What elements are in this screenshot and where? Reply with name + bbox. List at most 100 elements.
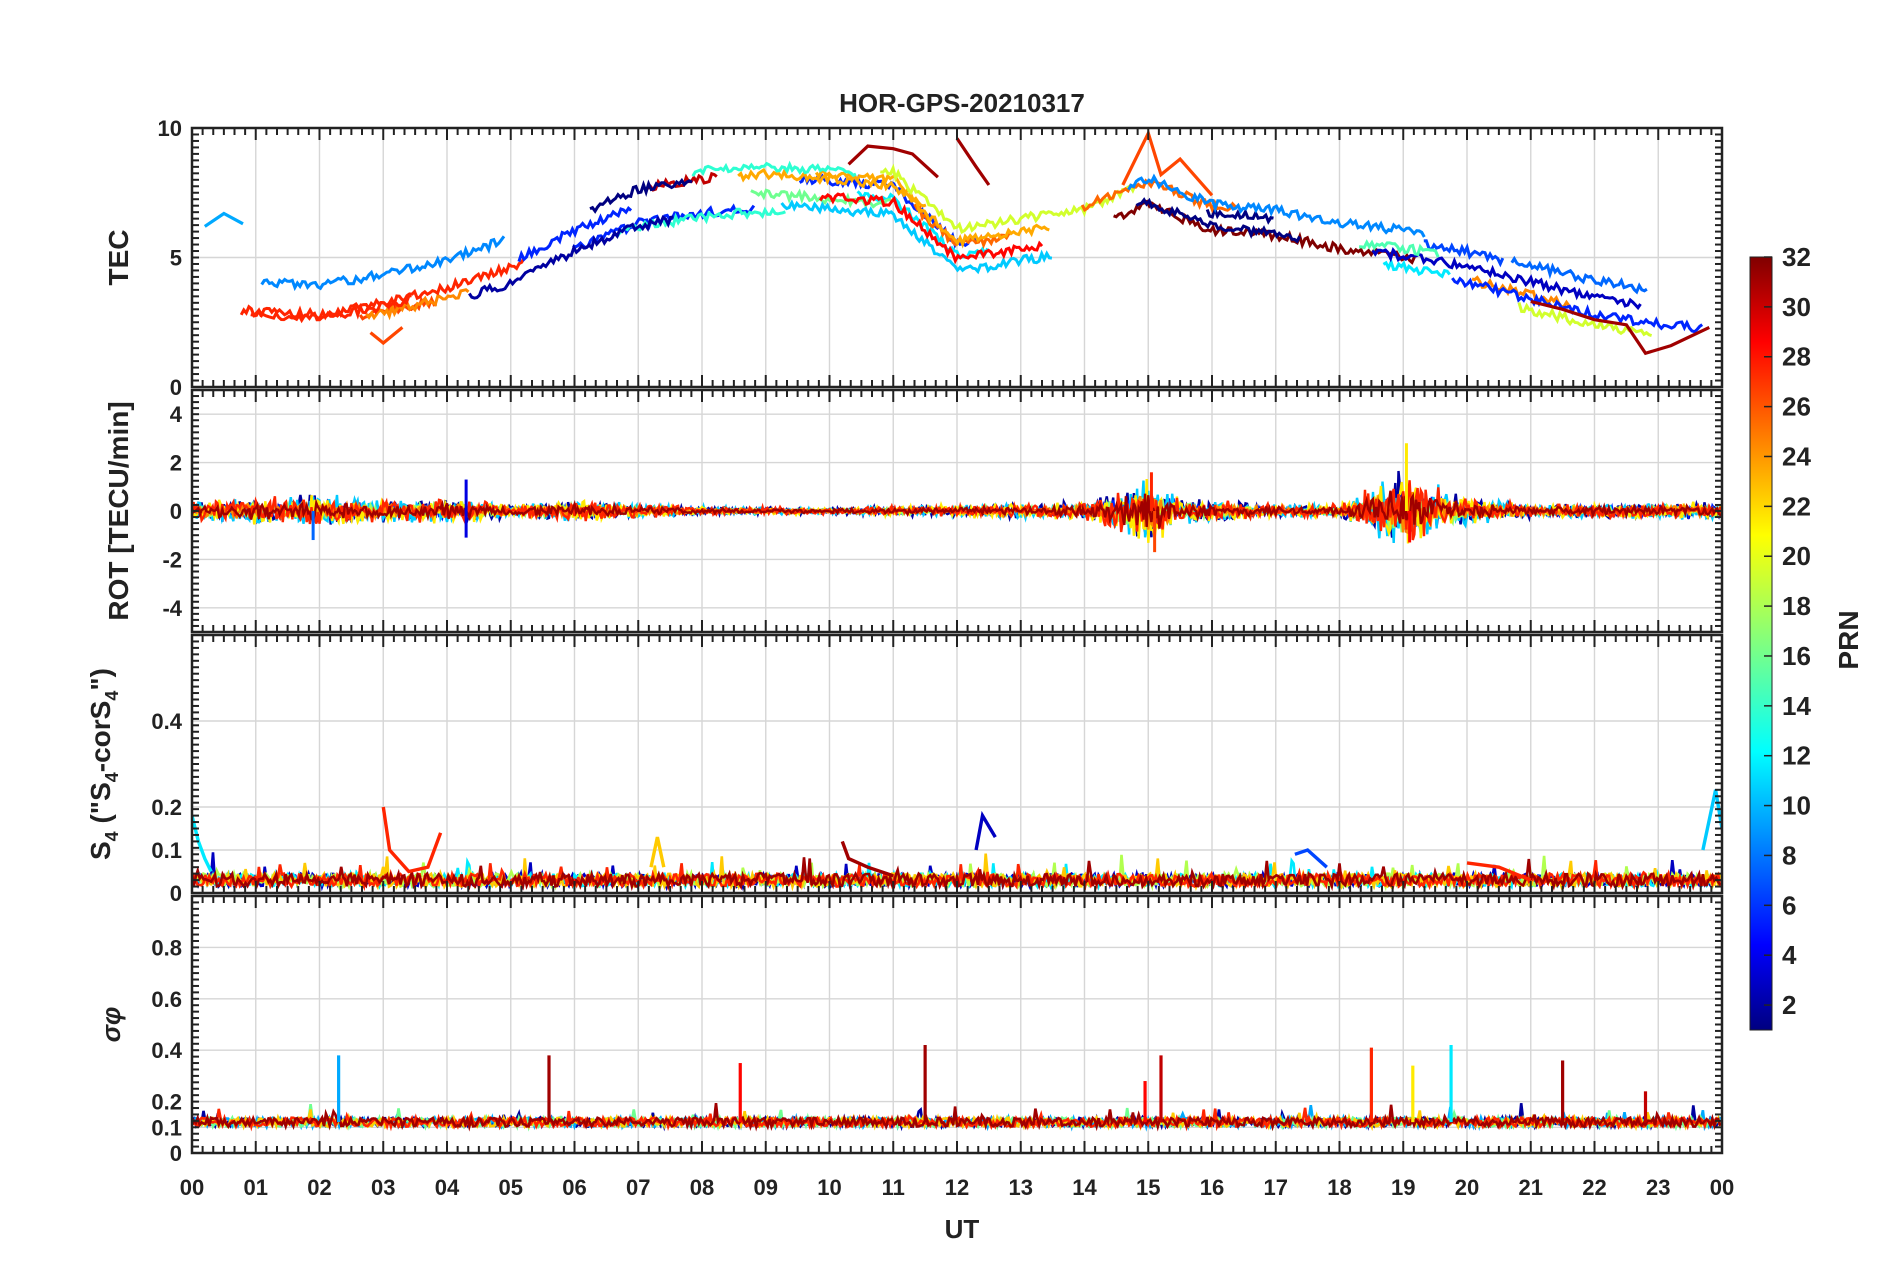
- colorbar-tick-label: 8: [1782, 840, 1796, 870]
- y-tick-label: 0.6: [151, 987, 182, 1012]
- panel-4: 00.10.2 0.4 0.6 0.8 σφ: [96, 894, 1724, 1166]
- y-axis-label: TEC: [103, 230, 134, 286]
- y-tick-label: 2: [170, 451, 182, 476]
- y-tick-label: 4: [170, 402, 183, 427]
- x-tick-label: 10: [817, 1175, 841, 1200]
- y-tick-label: 0: [170, 499, 182, 524]
- x-tick-label: 00: [180, 1175, 204, 1200]
- s4-event: [974, 810, 997, 851]
- tec-arc-highlight: [1530, 299, 1710, 356]
- y-tick-label: 0: [170, 1141, 182, 1166]
- y-tick-label: -2: [162, 547, 182, 572]
- x-axis-label: UT: [945, 1214, 980, 1244]
- x-tick-label: 13: [1009, 1175, 1033, 1200]
- colorbar-tick-label: 2: [1782, 990, 1796, 1020]
- colorbar-tick-label: 12: [1782, 741, 1811, 771]
- y-tick-label: 10: [158, 116, 182, 141]
- y-tick-label: 0: [170, 881, 182, 906]
- x-tick-label: 02: [307, 1175, 331, 1200]
- tec-arc-prn: [780, 199, 1053, 275]
- colorbar-tick-label: 26: [1782, 392, 1811, 422]
- x-tick-label: 20: [1455, 1175, 1479, 1200]
- tec-arc-prn: [260, 235, 506, 292]
- tec-arc-prn: [1382, 257, 1451, 279]
- x-tick-label: 11: [882, 1175, 905, 1200]
- x-tick-labels: 00 01 02 03 04 05 06 07 08 09 10 11 12 13 14 15 16 17 18 19…: [180, 1175, 1734, 1200]
- x-tick-label: 05: [499, 1175, 523, 1200]
- tec-arc-prn: [589, 177, 693, 214]
- x-tick-label: 09: [754, 1175, 778, 1200]
- tec-arc-highlight: [369, 326, 404, 346]
- x-tick-label: 15: [1136, 1175, 1160, 1200]
- data-traces: [192, 1045, 1722, 1132]
- colorbar-gradient: [1749, 256, 1773, 1031]
- tec-arc-prn: [737, 167, 1050, 249]
- tec-arc-prn: [1135, 197, 1301, 244]
- tick-marks: [191, 127, 1723, 388]
- x-tick-label: 03: [371, 1175, 395, 1200]
- colorbar-label: PRN: [1833, 610, 1864, 669]
- tick-marks: [191, 634, 1723, 894]
- tec-arc-highlight: [203, 211, 244, 228]
- colorbar-tick-label: 16: [1782, 641, 1811, 671]
- colorbar-tick-label: 30: [1782, 292, 1811, 322]
- tick-marks: [191, 389, 1723, 633]
- y-tick-label: 0.2: [151, 795, 182, 820]
- sigma-trace-prn: [192, 1102, 1722, 1132]
- tec-arc-prn: [1510, 255, 1648, 295]
- panel-1: 0 5 10 TEC: [103, 116, 1724, 400]
- y-tick-label: 0.4: [151, 709, 182, 734]
- x-tick-label: 16: [1200, 1175, 1224, 1200]
- x-tick-label: 04: [435, 1175, 460, 1200]
- y-tick-label: 0: [170, 375, 182, 400]
- tec-arc-prn: [691, 160, 857, 178]
- colorbar-tick-label: 14: [1782, 691, 1811, 721]
- x-tick-label: 22: [1582, 1175, 1606, 1200]
- colorbar-tick-label: 28: [1782, 342, 1811, 372]
- colorbar-tick-label: 20: [1782, 541, 1811, 571]
- rot-trace-prn: [192, 490, 1722, 529]
- chart-title: HOR-GPS-20210317: [839, 88, 1085, 118]
- tec-arc-highlight: [1121, 128, 1214, 197]
- s4-event: [840, 840, 894, 878]
- tec-arc-highlight: [847, 144, 939, 179]
- y-axis-label: σφ: [96, 1007, 126, 1043]
- tec-arc-prn: [615, 206, 786, 238]
- x-tick-label: 18: [1327, 1175, 1351, 1200]
- x-tick-label: 00: [1710, 1175, 1734, 1200]
- tec-arc-prn: [1359, 239, 1440, 258]
- colorbar-tick-label: 10: [1782, 791, 1811, 821]
- y-tick-label: 5: [170, 246, 182, 271]
- x-tick-label: 06: [562, 1175, 586, 1200]
- x-tick-label: 12: [945, 1175, 969, 1200]
- x-tick-label: 19: [1391, 1175, 1415, 1200]
- s4-event: [192, 815, 213, 873]
- tec-arc-prn: [250, 294, 412, 324]
- tec-arc-prn: [1127, 173, 1426, 238]
- tec-arc-prn: [818, 192, 1044, 265]
- tec-arc-prn: [1423, 239, 1505, 268]
- colorbar-tick-label: 6: [1782, 890, 1796, 920]
- s4-event: [1466, 861, 1532, 882]
- y-tick-label: 0.4: [151, 1038, 182, 1063]
- x-tick-label: 08: [690, 1175, 714, 1200]
- y-axis-label: ROT [TECU/min]: [103, 401, 134, 620]
- data-traces: [203, 128, 1710, 356]
- colorbar-tick-label: 4: [1782, 940, 1797, 970]
- x-tick-label: 14: [1072, 1175, 1097, 1200]
- tick-marks: [191, 895, 1723, 1154]
- s4-event: [649, 836, 666, 868]
- x-tick-label: 23: [1646, 1175, 1670, 1200]
- panel-2: -4 -2 0 2 4 ROT [TECU/min]: [103, 388, 1724, 634]
- x-tick-label: 21: [1519, 1175, 1543, 1200]
- tec-arc-prn: [517, 206, 633, 263]
- tec-arc-prn: [1471, 275, 1571, 309]
- y-axis-label: S4 ("S4-corS4"): [85, 668, 122, 860]
- colorbar-tick-label: 24: [1782, 441, 1811, 471]
- colorbar-tick-label: 18: [1782, 591, 1811, 621]
- s4-event: [381, 806, 443, 874]
